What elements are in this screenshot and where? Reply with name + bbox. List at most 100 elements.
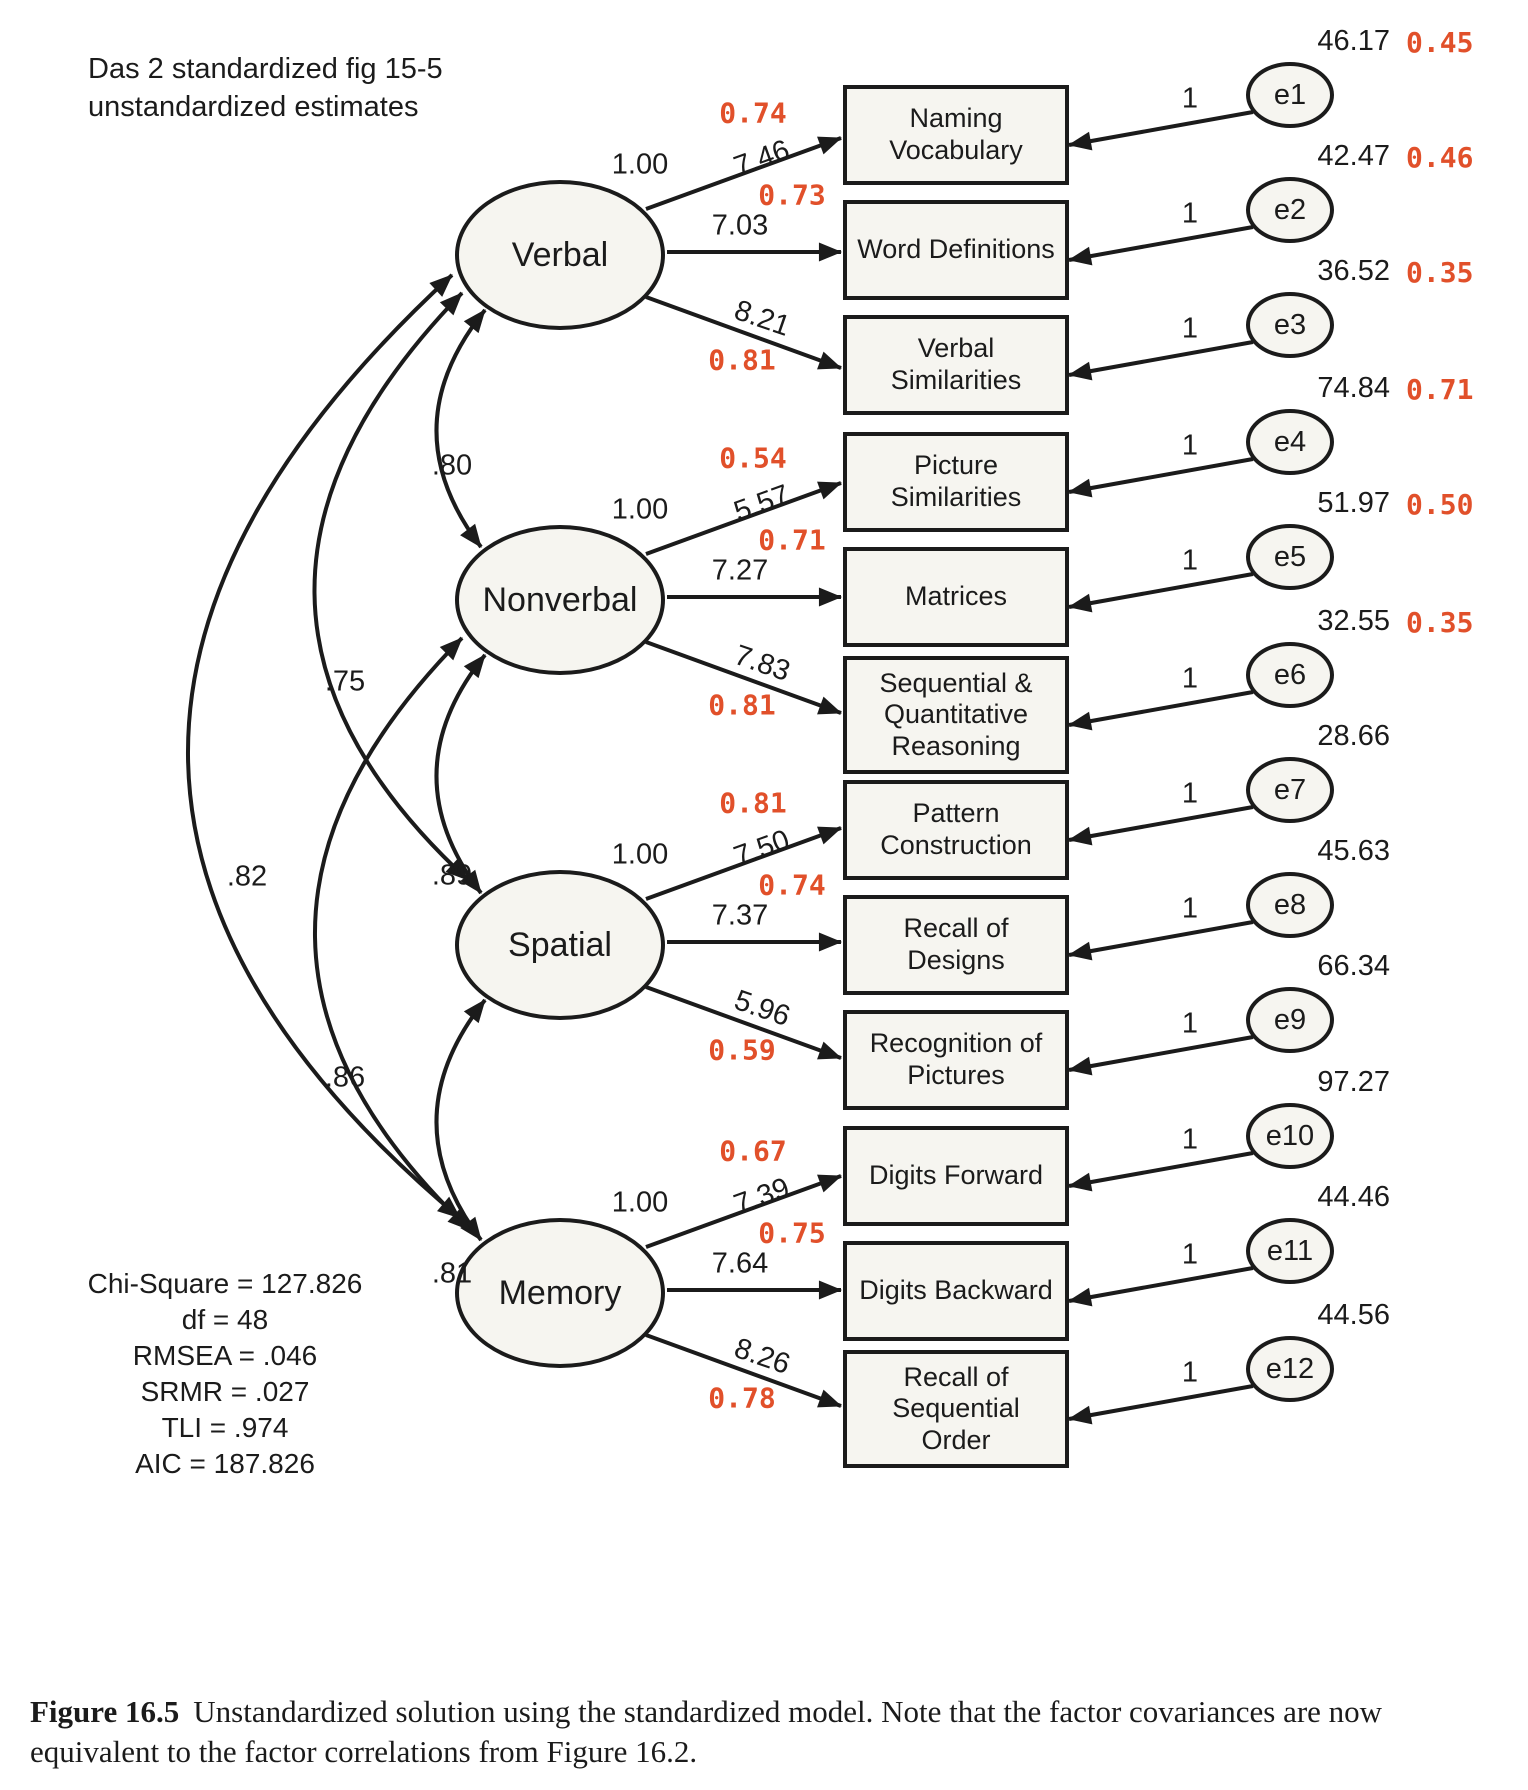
std-loading-spatial-pattern: 0.81: [719, 786, 787, 820]
covariance-arrow-nonverbal-spatial: [434, 653, 487, 895]
indicator-digits-backward: Digits Backward: [843, 1241, 1069, 1341]
factor-spatial-label: Spatial: [508, 925, 612, 964]
error-label: e4: [1273, 425, 1307, 458]
std-loading-spatial-recogpics: 0.59: [708, 1033, 776, 1067]
error-unit-e3: 1: [1181, 312, 1199, 345]
std-loading-verbal-verbalsim: 0.81: [708, 343, 776, 377]
error-unit-e8: 1: [1181, 892, 1199, 925]
error-unit-e1: 1: [1181, 82, 1199, 115]
std-loading-nonverbal-sqr: 0.81: [708, 688, 776, 722]
loading-verbal-worddef: 7.03: [711, 209, 769, 242]
error-label: e6: [1273, 658, 1307, 691]
indicator-label: Recall of Designs: [903, 913, 1009, 975]
error-label: e3: [1273, 308, 1307, 341]
error-label: e11: [1266, 1234, 1314, 1267]
factor-variance-memory: 1.00: [611, 1186, 669, 1219]
std-error-variance-e6: 0.35: [1406, 606, 1474, 639]
error-e4: e4: [1246, 409, 1334, 475]
indicator-recall-sequential-order: Recall of Sequential Order: [843, 1350, 1069, 1468]
indicator-label: Recognition of Pictures: [869, 1028, 1043, 1090]
fit-srmr: SRMR = .027: [140, 1376, 310, 1407]
loading-nonverbal-matrices: 7.27: [711, 554, 769, 587]
error-e8: e8: [1246, 872, 1334, 938]
indicator-label: Pattern Construction: [880, 798, 1032, 860]
error-variance-e9: 66.34: [1317, 950, 1390, 982]
loading-verbal-verbalsim: 8.21: [730, 294, 795, 343]
indicator-verbal-similarities: Verbal Similarities: [843, 315, 1069, 415]
loading-spatial-pattern: 7.50: [729, 823, 794, 874]
fit-df: df = 48: [181, 1304, 269, 1335]
factor-verbal: Verbal: [455, 180, 665, 330]
std-error-variance-e3: 0.35: [1406, 256, 1474, 289]
loading-memory-recallseq: 8.26: [730, 1332, 795, 1381]
std-loading-verbal-naming: 0.74: [719, 96, 787, 130]
std-loading-verbal-worddef: 0.73: [758, 178, 826, 212]
factor-variance-nonverbal: 1.00: [611, 493, 669, 526]
std-loading-spatial-recalldesigns: 0.74: [758, 868, 826, 902]
loading-spatial-recogpics: 5.96: [730, 984, 795, 1033]
error-unit-e11: 1: [1181, 1238, 1199, 1271]
indicator-word-definitions: Word Definitions: [843, 200, 1069, 300]
error-e1: e1: [1246, 62, 1334, 128]
error-unit-e7: 1: [1181, 777, 1199, 810]
error-variance-e4: 74.84: [1317, 372, 1390, 404]
error-unit-e9: 1: [1181, 1007, 1199, 1040]
indicator-label: Digits Forward: [868, 1160, 1044, 1191]
std-error-variance-e5: 0.50: [1406, 488, 1474, 521]
error-arrow-e11: [1067, 1266, 1254, 1307]
indicator-recognition-of-pictures: Recognition of Pictures: [843, 1010, 1069, 1110]
error-e10: e10: [1246, 1103, 1334, 1169]
error-label: e9: [1273, 1003, 1307, 1036]
indicator-pattern-construction: Pattern Construction: [843, 780, 1069, 880]
std-loading-memory-recallseq: 0.78: [708, 1381, 776, 1415]
error-e9: e9: [1246, 987, 1334, 1053]
error-variance-e11: 44.46: [1317, 1181, 1390, 1213]
indicator-label: Verbal Similarities: [890, 333, 1022, 395]
factor-variance-verbal: 1.00: [611, 148, 669, 181]
error-e5: e5: [1246, 524, 1334, 590]
error-label: e7: [1273, 773, 1307, 806]
indicator-digits-forward: Digits Forward: [843, 1126, 1069, 1226]
figure-caption-label: Figure 16.5: [30, 1694, 180, 1729]
covariance-verbal-memory: .82: [226, 860, 268, 893]
error-arrow-e3: [1067, 340, 1254, 381]
std-loading-nonverbal-picsim: 0.54: [719, 441, 787, 475]
error-unit-e2: 1: [1181, 197, 1199, 230]
error-e7: e7: [1246, 757, 1334, 823]
error-variance-e6: 32.55: [1317, 605, 1390, 637]
error-variance-e7: 28.66: [1317, 720, 1390, 752]
covariance-verbal-spatial: .75: [324, 665, 366, 698]
indicator-label: Recall of Sequential Order: [892, 1361, 1020, 1455]
covariance-arrow-verbal-spatial: [312, 291, 470, 882]
error-label: e1: [1273, 78, 1307, 111]
error-e3: e3: [1246, 292, 1334, 358]
error-variance-e1: 46.17: [1317, 25, 1390, 57]
loading-spatial-recalldesigns: 7.37: [711, 899, 769, 932]
loading-memory-digitsbwd: 7.64: [711, 1247, 769, 1280]
error-e6: e6: [1246, 642, 1334, 708]
factor-nonverbal: Nonverbal: [455, 525, 665, 675]
error-variance-e12: 44.56: [1317, 1299, 1390, 1331]
indicator-picture-similarities: Picture Similarities: [843, 432, 1069, 532]
fit-tli: TLI = .974: [161, 1412, 289, 1443]
factor-memory: Memory: [455, 1218, 665, 1368]
covariance-nonverbal-spatial: .89: [431, 859, 473, 892]
factor-spatial: Spatial: [455, 870, 665, 1020]
factor-nonverbal-label: Nonverbal: [482, 580, 638, 619]
covariance-verbal-nonverbal: .80: [431, 449, 473, 482]
figure-caption-text: Unstandardized solution using the standa…: [30, 1694, 1383, 1769]
indicator-label: Sequential & Quantitative Reasoning: [879, 667, 1033, 761]
diagram-title-line2: unstandardized estimates: [88, 91, 419, 123]
indicator-seq-quant-reasoning: Sequential & Quantitative Reasoning: [843, 656, 1069, 774]
indicator-label: Picture Similarities: [890, 450, 1022, 512]
error-label: e8: [1273, 888, 1307, 921]
loading-memory-digitsfwd: 7.39: [729, 1171, 794, 1222]
error-label: e12: [1265, 1352, 1315, 1385]
error-e11: e11: [1246, 1218, 1334, 1284]
factor-memory-label: Memory: [498, 1273, 622, 1312]
covariance-arrow-nonverbal-memory: [313, 636, 472, 1232]
fit-chi-square: Chi-Square = 127.826: [87, 1268, 363, 1299]
loading-verbal-naming: 7.46: [729, 133, 794, 184]
factor-variance-spatial: 1.00: [611, 838, 669, 871]
fit-statistics: Chi-Square = 127.826 df = 48 RMSEA = .04…: [60, 1266, 390, 1482]
